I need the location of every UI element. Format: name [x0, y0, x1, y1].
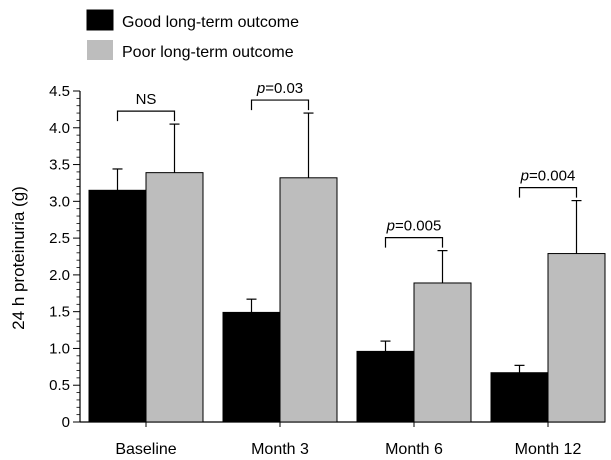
bar-poor	[145, 172, 204, 423]
y-axis-title: 24 h proteinuria (g)	[9, 186, 28, 330]
legend-swatch-good	[86, 9, 114, 31]
x-tick-label: Month 6	[385, 441, 443, 458]
x-tick-label: Month 3	[251, 441, 309, 458]
significance-bracket	[518, 186, 578, 198]
y-tick-label: 3.5	[49, 157, 70, 174]
legend-label-poor: Poor long-term outcome	[122, 44, 294, 61]
bar-good	[222, 311, 281, 423]
bar-good	[88, 189, 147, 423]
y-tick-label: 4.5	[49, 83, 70, 100]
y-tick-label: 0.5	[49, 377, 70, 394]
legend-swatch-poor	[87, 40, 113, 60]
significance-bracket	[250, 99, 310, 111]
x-tick-label: Baseline	[115, 441, 176, 458]
bar-poor	[279, 177, 338, 423]
significance-bracket	[116, 110, 176, 122]
y-tick-label: 0	[62, 414, 70, 431]
legend: Good long-term outcome Poor long-term ou…	[86, 9, 299, 61]
y-tick-label: 3.0	[49, 193, 70, 210]
significance-label: p=0.004	[520, 168, 576, 185]
bar-good	[356, 350, 415, 423]
significance-bracket	[384, 237, 444, 248]
significance-label: p=0.03	[256, 80, 303, 97]
bar-poor	[413, 282, 472, 423]
significance-label: NS	[136, 91, 157, 108]
legend-label-good: Good long-term outcome	[122, 14, 299, 31]
x-tick-label: Month 12	[515, 441, 582, 458]
significance-label: p=0.005	[386, 218, 442, 235]
y-tick-label: 2.5	[49, 230, 70, 247]
y-tick-label: 4.0	[49, 120, 70, 137]
y-tick-label: 1.0	[49, 340, 70, 357]
plot-area: 0 0.5 1.0 1.5 2.0 2.5 3.0 3.5 4.0 4.5 Baseline Mont…	[49, 80, 606, 458]
bar-good	[490, 372, 549, 423]
y-tick-label: 2.0	[49, 267, 70, 284]
y-tick-label: 1.5	[49, 304, 70, 321]
bar-poor	[547, 253, 606, 423]
